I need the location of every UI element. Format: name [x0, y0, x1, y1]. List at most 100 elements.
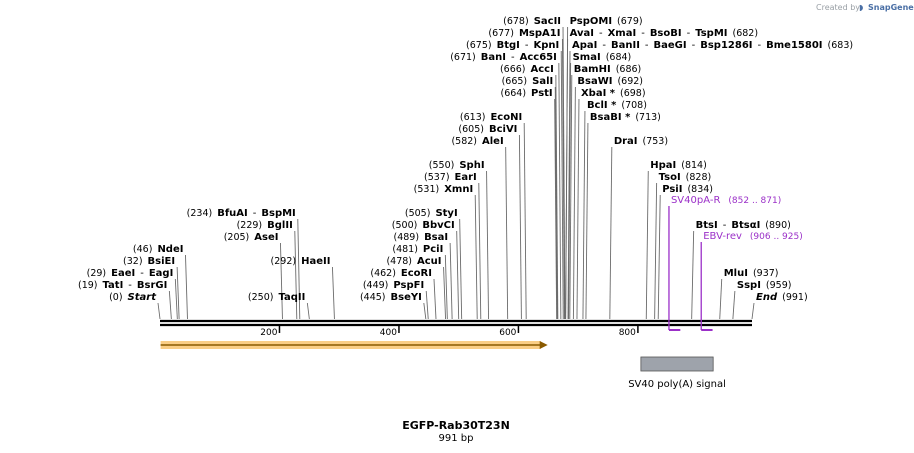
site-mspa1i[interactable]: (677) MspA1I	[488, 28, 560, 39]
site-tsoi[interactable]: TsoI (828)	[659, 172, 712, 183]
site-acui[interactable]: (478) AcuI	[386, 256, 441, 267]
site-psii[interactable]: PsiI (834)	[662, 184, 713, 195]
site-bfuai[interactable]: (234) BfuAI - BspMI	[187, 208, 296, 219]
enzyme-name: TsoI	[659, 172, 681, 183]
site-start[interactable]: (0) Start	[109, 292, 157, 303]
site-bsabi[interactable]: BsaBI * (713)	[590, 112, 661, 123]
site-eaei[interactable]: (29) EaeI - EagI	[87, 268, 174, 279]
enzyme-name: PsiI	[662, 184, 682, 195]
cut-line	[558, 62, 562, 320]
site-xmni[interactable]: (531) XmnI	[414, 184, 474, 195]
enzyme-name: XmaI	[608, 28, 637, 39]
site-bsai[interactable]: (489) BsaI	[394, 232, 449, 243]
site-taqii[interactable]: (250) TaqII	[248, 292, 305, 303]
enzyme-name: BsoBI	[650, 28, 682, 39]
site-end[interactable]: End (991)	[756, 292, 808, 303]
site-alei[interactable]: (582) AleI	[451, 136, 503, 147]
site-position: (890)	[765, 220, 791, 231]
site-sphi[interactable]: (550) SphI	[429, 160, 485, 171]
site-haeii[interactable]: (292) HaeII	[271, 256, 331, 267]
site-hpai[interactable]: HpaI (814)	[650, 160, 707, 171]
enzyme-name: BanI	[481, 52, 506, 63]
site-acci[interactable]: (666) AccI	[500, 64, 554, 75]
site-bseyi[interactable]: (445) BseYI	[360, 292, 422, 303]
site-position: (550)	[429, 160, 455, 171]
site-pspomi[interactable]: PspOMI (679)	[570, 16, 643, 27]
site-bsawi[interactable]: BsaWI (692)	[577, 76, 643, 87]
site-separator: -	[253, 208, 257, 219]
site-bbvci[interactable]: (500) BbvCI	[392, 220, 455, 231]
site-bamhi[interactable]: BamHI (686)	[574, 64, 641, 75]
site-position: (753)	[643, 136, 669, 147]
cut-line	[657, 194, 661, 320]
primer-ebv-rev[interactable]: EBV-rev (906 .. 925)	[700, 231, 803, 331]
feature-box[interactable]: SV40 poly(A) signal	[628, 356, 726, 390]
site-pcii[interactable]: (481) PciI	[392, 244, 443, 255]
enzyme-name: BtsI	[696, 220, 718, 231]
site-sspi[interactable]: SspI (959)	[737, 280, 792, 291]
features[interactable]: SV40 poly(A) signal	[160, 341, 726, 390]
site-sali[interactable]: (665) SalI	[502, 76, 554, 87]
site-separator: -	[758, 40, 762, 51]
site-bglii[interactable]: (229) BglII	[237, 220, 293, 231]
site-pspfi[interactable]: (449) PspFI	[363, 280, 424, 291]
site-eari[interactable]: (537) EarI	[424, 172, 477, 183]
primer-name: EBV-rev	[703, 231, 742, 242]
site-bcivi[interactable]: (605) BciVI	[458, 124, 517, 135]
site-bcli[interactable]: BclI * (708)	[587, 100, 647, 111]
cut-line	[609, 146, 613, 320]
site-sacii[interactable]: (678) SacII	[503, 16, 561, 27]
primer-sv40pa-r[interactable]: SV40pA-R (852 .. 871)	[668, 195, 781, 331]
site-styi[interactable]: (505) StyI	[405, 208, 458, 219]
cut-line	[732, 290, 736, 320]
plasmid-length: 991 bp	[439, 433, 474, 444]
site-drai[interactable]: DraI (753)	[614, 136, 668, 147]
site-separator: -	[602, 40, 606, 51]
primers[interactable]: SV40pA-R (852 .. 871) EBV-rev (906 .. 925)	[668, 195, 803, 331]
cut-line	[555, 74, 559, 320]
site-apai[interactable]: ApaI - BanII - BaeGI - Bsp1286I - Bme1580I (683)	[572, 40, 853, 51]
site-btsi[interactable]: BtsI - BtsαI (890)	[696, 220, 791, 231]
site-bani[interactable]: (671) BanI - Acc65I	[450, 52, 557, 63]
cut-line	[331, 266, 335, 320]
site-xbai[interactable]: XbaI * (698)	[581, 88, 646, 99]
site-position: (698)	[620, 88, 646, 99]
cut-line	[654, 182, 658, 320]
credit-prefix: Created by	[816, 3, 860, 12]
site-econi[interactable]: (613) EcoNI	[460, 112, 522, 123]
site-btgi[interactable]: (675) BtgI - KpnI	[466, 40, 559, 51]
enzyme-name: BbvCI	[422, 220, 454, 231]
enzyme-name: BsaWI	[577, 76, 612, 87]
cut-line	[572, 86, 576, 320]
site-bsiei[interactable]: (32) BsiEI	[123, 256, 175, 267]
enzyme-name: SmaI	[573, 52, 601, 63]
cut-line	[297, 218, 301, 320]
enzyme-name: BglII	[267, 220, 293, 231]
cut-line	[157, 302, 161, 320]
enzyme-name: NdeI	[157, 244, 183, 255]
enzyme-name: HpaI	[650, 160, 676, 171]
site-psti[interactable]: (664) PstI	[501, 88, 553, 99]
credit: Created by SnapGene ◗	[816, 3, 914, 12]
site-avai[interactable]: AvaI - XmaI - BsoBI - TspMI (682)	[570, 28, 758, 39]
enzyme-name: End	[756, 292, 778, 303]
cut-line	[176, 266, 180, 320]
site-separator: -	[599, 28, 603, 39]
enzyme-name: MluI	[724, 268, 748, 279]
cut-line	[568, 62, 572, 320]
site-smai[interactable]: SmaI (684)	[573, 52, 632, 63]
feature-arrow[interactable]	[160, 341, 548, 349]
snapgene-logo-icon: ◗	[859, 3, 863, 12]
site-mlui[interactable]: MluI (937)	[724, 268, 779, 279]
site-ecori[interactable]: (462) EcoRI	[370, 268, 432, 279]
feature-label: SV40 poly(A) signal	[628, 379, 726, 390]
site-asei[interactable]: (205) AseI	[224, 232, 279, 243]
site-ndei[interactable]: (46) NdeI	[133, 244, 184, 255]
site-separator: -	[687, 28, 691, 39]
dna-backbone[interactable]	[160, 319, 752, 327]
site-tati[interactable]: (19) TatI - BsrGI	[78, 280, 167, 291]
cut-line	[423, 302, 427, 320]
site-position: (692)	[617, 76, 643, 87]
cut-site-lines	[157, 26, 755, 320]
